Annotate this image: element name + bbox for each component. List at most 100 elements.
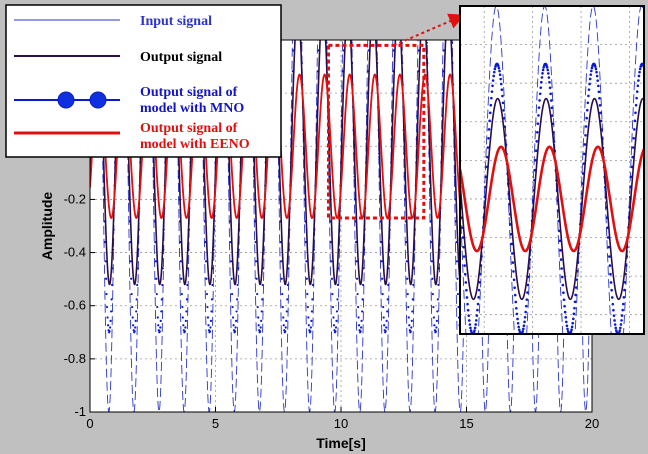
mno-point [318,30,320,32]
mno-point [535,140,538,143]
mno-point [430,260,433,263]
mno-point [586,101,590,105]
mno-point [382,316,385,319]
mno-point [393,30,395,32]
mno-point [595,70,598,74]
mno-point [359,330,362,333]
mno-point [608,264,612,267]
mno-point [282,316,285,319]
mno-point [623,281,627,284]
mno-point [450,23,452,25]
mno-point [541,72,544,75]
mno-point [334,330,337,333]
mno-point [534,149,538,153]
mno-point [185,310,188,313]
mno-point [236,283,239,287]
mno-point [381,292,384,296]
mno-point [502,116,506,120]
mno-point [286,298,289,301]
mno-point [584,125,588,128]
mno-point [325,23,327,25]
mno-point [474,319,478,322]
mno-point [462,255,466,258]
mno-point [574,286,578,289]
mno-point [181,316,184,319]
mno-point [444,13,446,15]
mno-point [465,288,468,292]
y-axis-title: Amplitude [39,192,55,261]
mno-point [474,323,477,326]
mno-point [130,292,133,296]
mno-point [583,143,587,146]
legend-mno-marker [57,91,75,109]
mno-point [565,324,569,328]
mno-point [335,319,338,322]
mno-point [559,258,563,261]
mno-point [498,73,502,76]
mno-point [436,310,439,313]
mno-point [284,330,287,333]
mno-point [156,316,159,319]
mno-point [572,317,575,321]
mno-point [259,326,262,329]
mno-point [589,73,593,76]
mno-point [493,67,497,71]
mno-point [183,330,186,333]
legend-eeno-label-line1: Output signal of [140,121,238,136]
y-tick-label: -0.4 [64,245,86,260]
mno-point [259,330,262,333]
mno-point [160,298,163,301]
mno-point [551,114,554,117]
mno-point [311,283,314,287]
mno-point [180,292,183,296]
mno-point [610,288,613,292]
mno-point [587,88,591,91]
mno-point [437,283,440,287]
mno-point [285,310,288,313]
legend-eeno-label-line2: model with EENO [140,137,250,152]
mno-point [595,74,599,78]
mno-point [497,64,500,68]
legend-input-signal-label: Input signal [140,14,212,29]
mno-point [280,260,283,263]
mno-point [491,84,494,88]
mno-point [255,277,258,280]
mno-point [469,326,472,330]
mno-point [492,74,496,78]
mno-point [609,272,612,276]
mno-point [157,324,160,327]
mno-point [477,296,480,299]
mno-point [407,316,410,319]
mno-point [463,272,467,276]
mno-point [307,324,310,327]
x-tick-label: 10 [334,416,348,431]
mno-point [590,66,594,70]
mno-point [478,281,482,284]
mno-point [489,103,493,107]
mno-point [490,96,493,100]
mno-point [515,312,519,316]
mno-point [357,324,361,327]
mno-point [386,298,389,301]
mno-point [383,324,386,327]
mno-point [462,245,465,249]
legend-mno-marker [89,91,107,109]
mno-point [513,293,517,297]
series-eeno [460,145,644,253]
x-tick-label: 0 [86,416,93,431]
mno-point [486,146,490,149]
mno-point [286,283,289,287]
legend-mno-label-line1: Output signal of [140,85,238,100]
mno-point [613,319,616,322]
mno-point [410,326,413,329]
mno-point [155,277,158,280]
mno-point [637,74,641,78]
mno-point [612,308,615,312]
mno-point [256,305,259,309]
mno-point [208,330,212,333]
mno-point [110,298,113,301]
mno-point [361,283,365,287]
mno-point [609,281,613,284]
mno-point [510,252,514,255]
y-tick-label: -0.8 [64,351,86,366]
